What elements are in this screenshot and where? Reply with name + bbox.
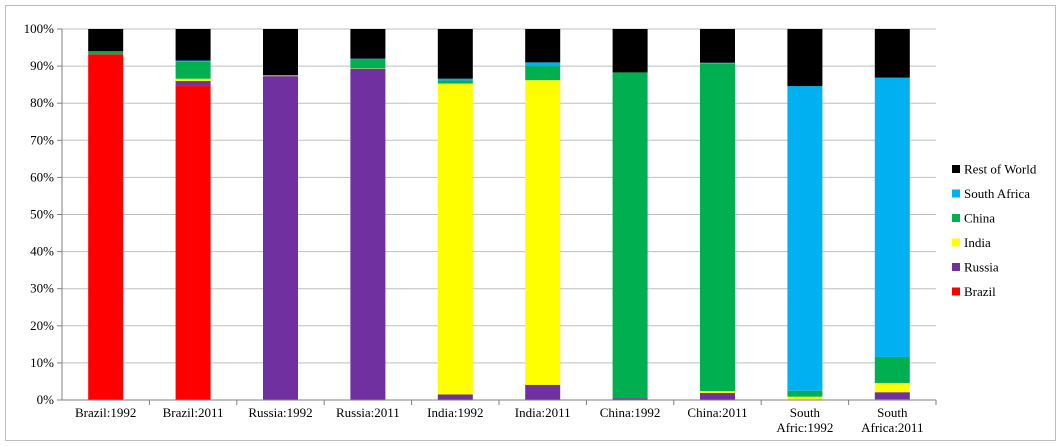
bar-segment-china xyxy=(787,390,823,397)
bar-segment-south-africa xyxy=(787,86,823,391)
bar-segment-rest-of-world xyxy=(787,29,823,87)
y-tick-label: 20% xyxy=(30,318,54,333)
bar-segment-south-africa xyxy=(874,77,910,357)
y-tick-label: 100% xyxy=(24,21,55,36)
legend-swatch xyxy=(952,263,960,271)
bar-segment-russia xyxy=(612,398,648,400)
bar-segment-india xyxy=(700,391,735,393)
x-tick-label: China:1992 xyxy=(600,405,661,420)
legend-swatch xyxy=(952,287,960,296)
bar-segment-china xyxy=(350,59,386,69)
bar-segment-rest-of-world xyxy=(700,29,735,63)
bar-segment-rest-of-world xyxy=(874,29,910,78)
bar-segment-india xyxy=(874,382,910,393)
x-tick-label: Brazil:1992 xyxy=(75,405,136,420)
bar-segment-india xyxy=(525,80,561,385)
bar-segment-rest-of-world xyxy=(612,29,648,73)
bar-segment-rest-of-world xyxy=(525,29,561,63)
bar-segment-rest-of-world xyxy=(437,29,473,79)
y-tick-label: 50% xyxy=(30,207,54,222)
bar-segment-china xyxy=(88,51,124,55)
legend-swatch xyxy=(952,238,960,247)
x-tick-label: China:2011 xyxy=(687,405,747,420)
bar-segment-south-africa xyxy=(525,62,561,67)
x-tick-label: Russia:1992 xyxy=(248,405,312,420)
legend-label: Rest of World xyxy=(964,162,1037,177)
chart-frame: 0% 10% 20% 30% 40% 50% 60% 70% 80% 90% 100% Brazil:… xyxy=(5,5,1056,441)
stacked-bar-chart: 0% 10% 20% 30% 40% 50% 60% 70% 80% 90% 100% Brazil:… xyxy=(24,21,1037,435)
bar-segment-china xyxy=(612,72,648,399)
legend-label: South Africa xyxy=(964,186,1030,201)
x-tick-label: India:2011 xyxy=(515,405,571,420)
bar-segment-china xyxy=(525,66,561,81)
bar-segment-russia xyxy=(525,384,561,400)
bar-segment-brazil xyxy=(175,85,211,400)
bars xyxy=(88,29,910,401)
x-tick-label: South Africa:2011 xyxy=(861,405,923,435)
bar-segment-china xyxy=(175,61,211,79)
y-tick-label: 80% xyxy=(30,95,54,110)
bar-segment-rest-of-world xyxy=(88,29,124,52)
bar-segment-brazil xyxy=(88,54,124,401)
legend-swatch xyxy=(952,189,960,198)
bar-segment-russia xyxy=(437,394,473,400)
bar-segment-south-africa xyxy=(437,78,473,81)
bar-segment-china xyxy=(700,63,735,392)
bar-segment-russia xyxy=(175,80,211,86)
axes: 0% 10% 20% 30% 40% 50% 60% 70% 80% 90% 100% Brazil:… xyxy=(24,21,937,435)
bar-segment-india xyxy=(175,78,211,81)
bar-segment-rest-of-world xyxy=(350,29,386,59)
bar-segment-rest-of-world xyxy=(263,29,298,76)
bar-segment-china xyxy=(874,356,910,383)
bar-segment-india xyxy=(437,83,473,395)
legend-label: China xyxy=(964,211,995,226)
legend-label: Brazil xyxy=(964,284,996,299)
bar-segment-india xyxy=(787,396,823,400)
bar-segment-rest-of-world xyxy=(175,29,211,61)
legend-swatch xyxy=(952,214,960,222)
bar-segment-russia xyxy=(263,76,298,400)
y-tick-label: 60% xyxy=(30,169,54,184)
x-tick-label: Brazil:2011 xyxy=(163,405,224,420)
legend-label: India xyxy=(964,235,991,250)
legend-swatch xyxy=(952,165,960,173)
legend-label: Russia xyxy=(964,260,999,275)
x-tick-label: India:1992 xyxy=(427,405,483,420)
y-tick-label: 10% xyxy=(30,355,54,370)
y-tick-label: 40% xyxy=(30,244,54,259)
y-tick-label: 0% xyxy=(37,392,55,407)
bar-segment-china xyxy=(437,80,473,84)
legend: Rest of World South Africa China India Russi… xyxy=(952,162,1037,299)
y-tick-label: 90% xyxy=(30,58,54,73)
bar-segment-south-africa xyxy=(700,62,735,64)
bar-segment-russia xyxy=(874,392,910,400)
bar-segment-russia xyxy=(700,392,735,400)
y-tick-label: 30% xyxy=(30,281,54,296)
x-tick-label: South Afric:1992 xyxy=(776,405,833,435)
bar-segment-china xyxy=(263,75,298,76)
bar-segment-south-africa xyxy=(175,60,211,62)
bar-segment-russia xyxy=(350,68,386,401)
x-tick-label: Russia:2011 xyxy=(336,405,400,420)
y-tick-label: 70% xyxy=(30,132,54,147)
